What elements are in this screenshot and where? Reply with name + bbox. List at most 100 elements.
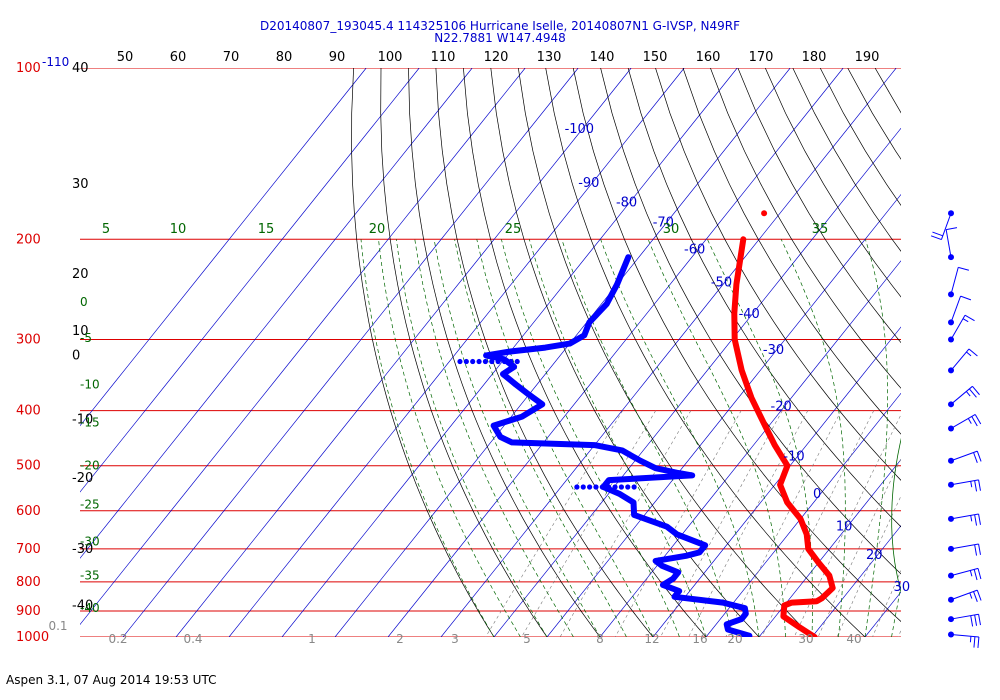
- dry-adiabat: [517, 68, 813, 637]
- dry-adiabat: [600, 68, 901, 575]
- isotherm-line: [705, 392, 901, 637]
- top-temperature-label: 120: [484, 50, 509, 65]
- dry-adiabat: [874, 68, 901, 114]
- dry-adiabat: [545, 68, 866, 637]
- left-axis-label: -30: [72, 542, 93, 557]
- mixing-ratio-line: [761, 410, 875, 637]
- moist-adiabat-label: -5: [80, 331, 92, 345]
- temperature-point: [761, 210, 768, 217]
- moist-adiabat-label: 10: [170, 222, 187, 237]
- isotherm-label: -90: [578, 176, 599, 191]
- isotherm-line: [80, 68, 420, 493]
- wind-barb: [948, 631, 980, 648]
- wind-barb-half-flag: [970, 481, 973, 488]
- wind-barb-flag: [969, 388, 977, 398]
- isotherm-line: [80, 68, 473, 559]
- top-temperature-label: 160: [696, 50, 721, 65]
- wind-barb-staff: [950, 414, 976, 429]
- isotherm-label: 30: [894, 580, 911, 595]
- wind-barb-flag: [973, 452, 978, 464]
- moist-adiabat: [501, 239, 680, 637]
- dry-adiabat: [682, 68, 901, 435]
- isotherm-line: [811, 525, 901, 637]
- dewpoint-dot: [580, 484, 586, 490]
- chart-title: D20140807_193045.4 114325106 Hurricane I…: [0, 20, 1000, 44]
- moist-adiabat-label: 15: [258, 222, 275, 237]
- wind-barb-staff: [950, 385, 973, 405]
- dewpoint-dot: [612, 484, 618, 490]
- top-temperature-label: 50: [117, 50, 134, 65]
- isotherm-label: -80: [616, 195, 637, 210]
- moist-adiabat: [647, 239, 786, 637]
- wind-barb-staff: [950, 613, 979, 620]
- isotherm-line: [122, 68, 579, 637]
- mixing-ratio-line: [898, 629, 901, 637]
- moist-adiabat-label: -20: [80, 459, 100, 473]
- dewpoint-dot: [514, 358, 520, 365]
- title-line-1: D20140807_193045.4 114325106 Hurricane I…: [260, 19, 740, 33]
- wind-barb-staff: [950, 543, 979, 550]
- moist-adiabat-label: 5: [102, 222, 110, 237]
- pressure-label: 700: [16, 542, 41, 557]
- left-axis-label: 20: [72, 267, 89, 282]
- dry-adiabat: [930, 68, 1000, 637]
- moist-adiabat-label: 25: [505, 222, 522, 237]
- wind-barb: [948, 295, 972, 326]
- moist-adiabat: [891, 583, 901, 637]
- wind-barb-half-flag: [967, 418, 972, 424]
- pressure-label: 100: [16, 61, 41, 76]
- wind-barb-flag: [974, 514, 978, 526]
- wind-barb: [948, 543, 981, 556]
- wind-barb: [948, 567, 982, 581]
- moist-adiabat: [454, 239, 627, 637]
- mixing-ratio-label: 3: [451, 632, 459, 646]
- wind-barb-flag: [973, 591, 978, 603]
- dry-adiabat: [792, 68, 901, 252]
- top-temperature-label: 140: [590, 50, 615, 65]
- moist-adiabat-label: 35: [812, 222, 829, 237]
- top-temperature-label: 110: [431, 50, 456, 65]
- top-temperature-label: 90: [329, 50, 346, 65]
- wind-barb-staff: [950, 295, 962, 323]
- wind-barb: [948, 513, 981, 526]
- dry-adiabat: [737, 68, 901, 344]
- dewpoint-dot: [501, 358, 508, 365]
- isotherm-line: [971, 68, 1000, 637]
- top-temperature-label: 60: [170, 50, 187, 65]
- wind-barb: [948, 348, 978, 374]
- top-temperature-label: 170: [749, 50, 774, 65]
- wind-barb-staff: [950, 267, 959, 295]
- wind-barb-staff: [940, 213, 952, 240]
- wind-barb-half-flag: [969, 636, 972, 643]
- wind-barb-staff: [945, 229, 952, 258]
- mixing-ratio-line: [485, 410, 623, 637]
- wind-barb-half-flag: [969, 570, 973, 577]
- wind-barb: [948, 613, 981, 627]
- wind-barb-staff: [950, 513, 979, 520]
- dry-adiabat: [655, 68, 901, 481]
- wind-barb-half-flag: [965, 391, 971, 397]
- wind-barb-flag: [978, 479, 981, 491]
- mixing-ratio-label: 12: [644, 632, 659, 646]
- isotherm-label: -70: [653, 216, 674, 231]
- saturation-curve: [891, 437, 901, 594]
- wind-barb-half-flag: [969, 592, 973, 599]
- wind-barb-flag: [978, 543, 981, 555]
- pressure-label: 900: [16, 604, 41, 619]
- wind-barb-staff: [950, 314, 966, 340]
- moist-adiabat-label: 20: [369, 222, 386, 237]
- dry-adiabat: [627, 68, 901, 528]
- dewpoint-dot: [470, 358, 476, 365]
- wind-barb-flag: [976, 589, 982, 601]
- dewpoint-dot: [631, 484, 637, 490]
- mixing-ratio-label: 1: [308, 632, 316, 646]
- mixing-ratio-line: [817, 458, 901, 637]
- left-axis-label: 10: [72, 324, 89, 339]
- dewpoint-dot: [508, 358, 514, 365]
- wind-barb-flag: [972, 385, 980, 396]
- wind-barb-flag: [946, 227, 958, 231]
- pressure-label: 400: [16, 404, 41, 419]
- pressure-label: 500: [16, 459, 41, 474]
- wind-barb-flag: [976, 450, 982, 462]
- mixing-ratio-line: [725, 410, 842, 637]
